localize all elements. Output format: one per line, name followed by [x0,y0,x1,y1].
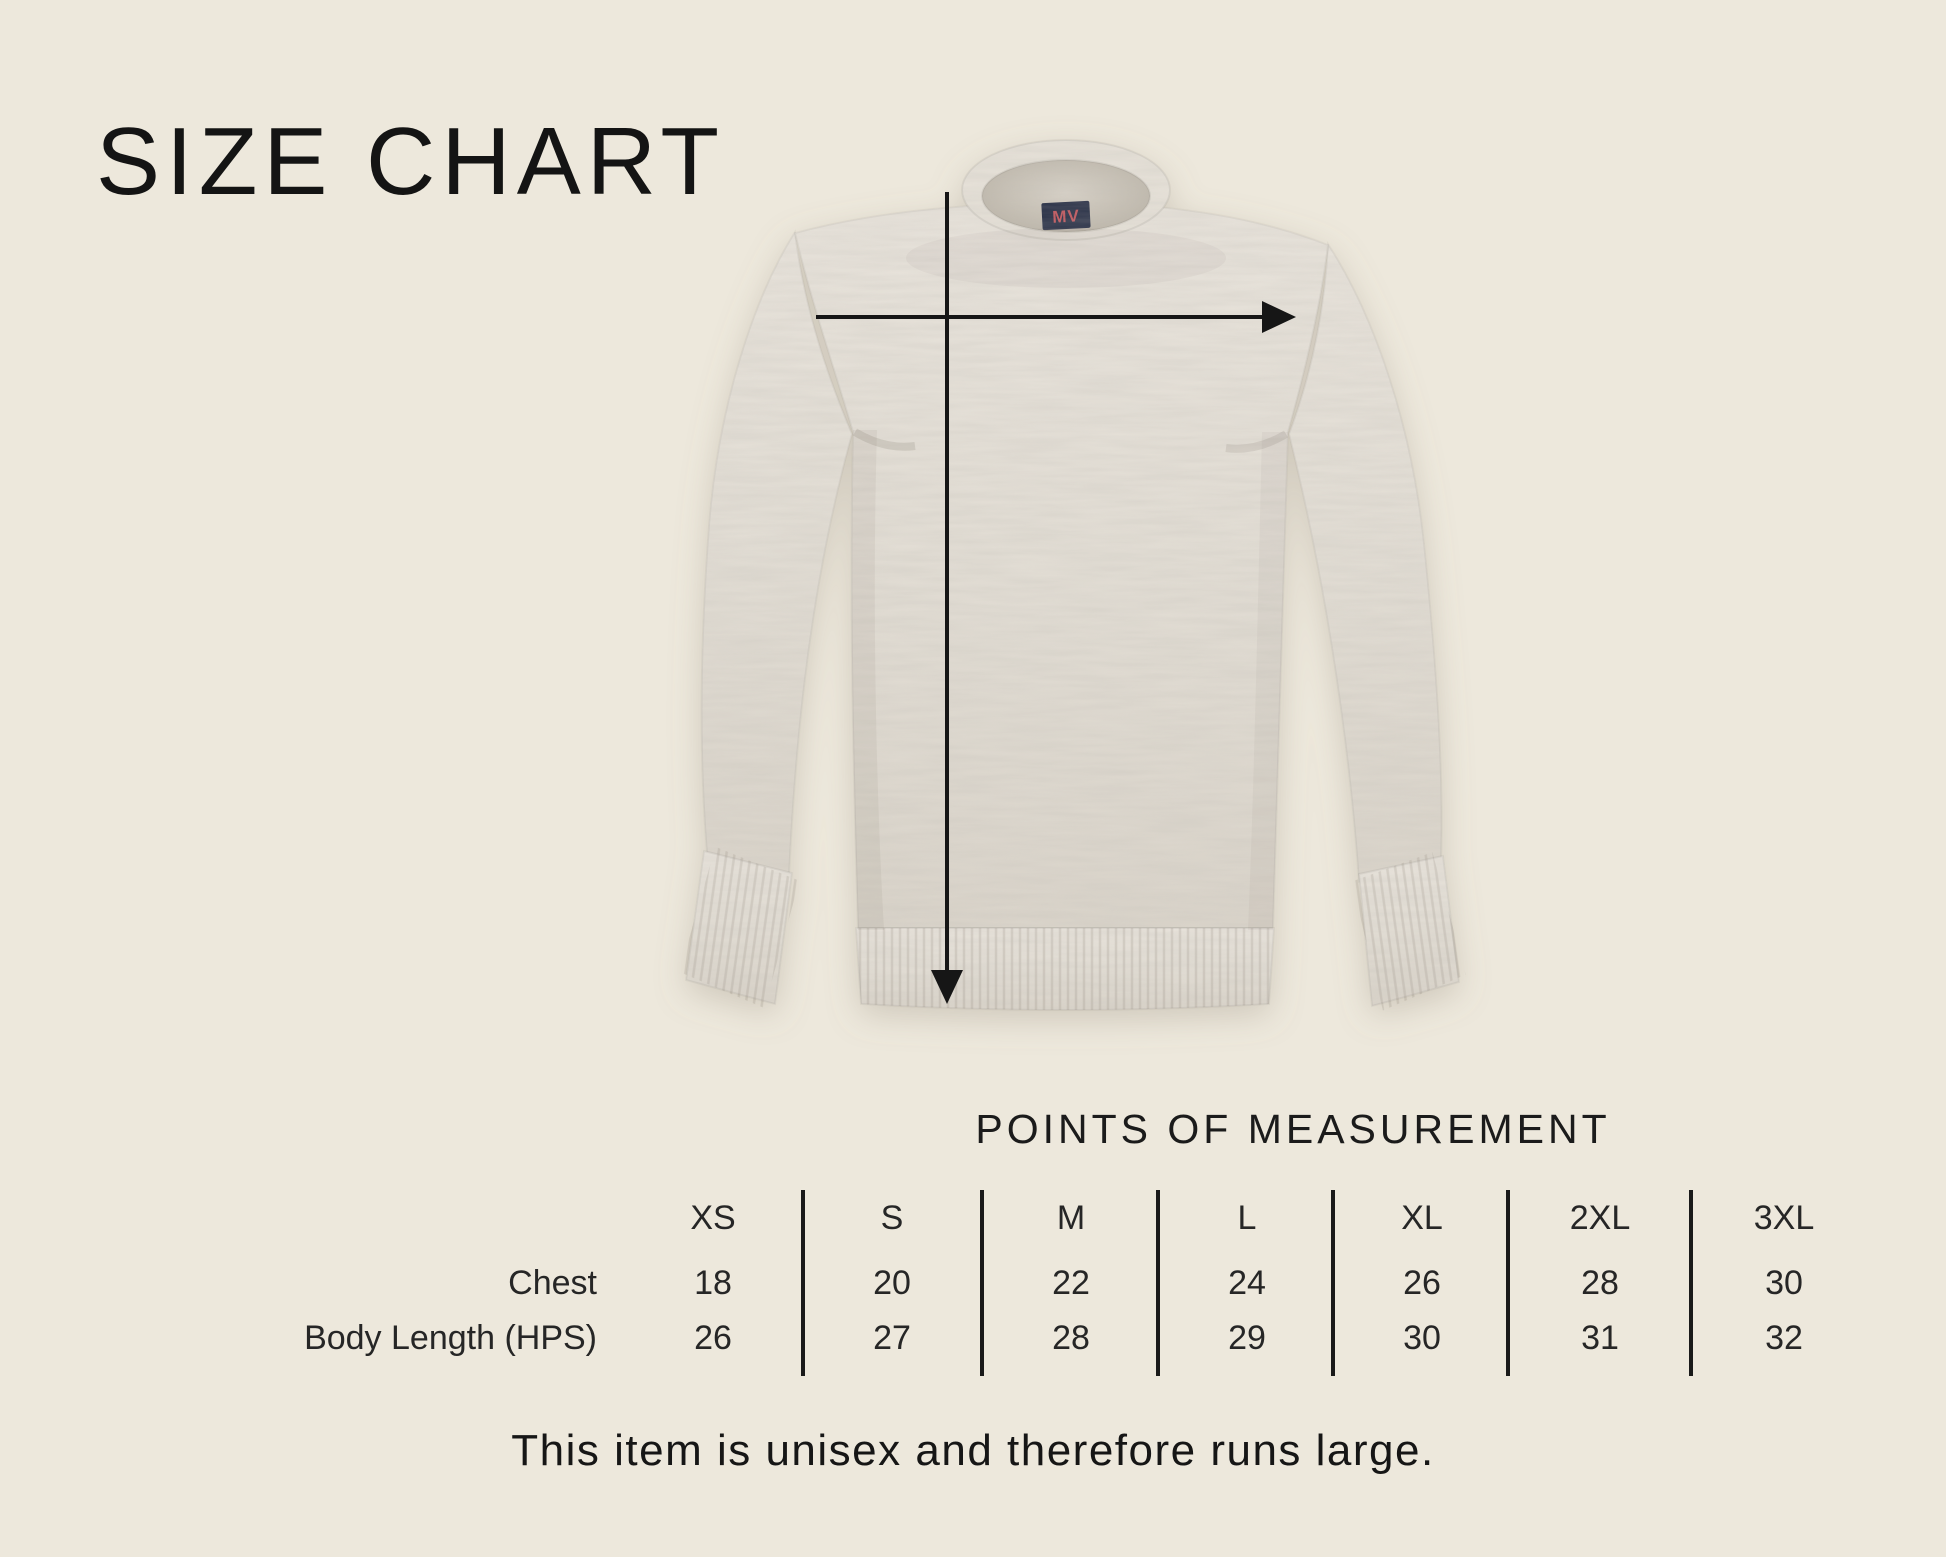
size-value: 26 [1403,1264,1441,1302]
size-value: 30 [1403,1319,1441,1357]
size-value: 26 [694,1319,732,1357]
size-column-header: XS [690,1199,736,1237]
footnote: This item is unisex and therefore runs l… [511,1426,1435,1475]
size-column-header: 3XL [1753,1199,1815,1237]
size-value: 31 [1581,1319,1619,1357]
table-column-divider [1689,1190,1693,1376]
size-value: 30 [1765,1264,1803,1302]
fabric-texture [686,140,1459,1010]
chest-width-arrow [816,301,1296,333]
page-title: SIZE CHART [96,108,725,215]
size-value: 29 [1228,1319,1266,1357]
size-value: 18 [694,1264,732,1302]
size-column-header: XL [1401,1199,1443,1237]
size-value: 20 [873,1264,911,1302]
row-label-body-length: Body Length (HPS) [304,1319,597,1357]
size-value: 22 [1052,1264,1090,1302]
size-value: 28 [1052,1319,1090,1357]
table-column-divider [801,1190,805,1376]
body-length-arrow [931,192,963,1004]
size-value: 27 [873,1319,911,1357]
size-column-header: L [1237,1199,1257,1237]
row-label-chest: Chest [508,1264,597,1302]
size-column-header: 2XL [1569,1199,1631,1237]
size-value: 28 [1581,1264,1619,1302]
points-of-measurement-heading: POINTS OF MEASUREMENT [975,1106,1611,1152]
size-value: 24 [1228,1264,1266,1302]
size-column-header: S [880,1199,904,1237]
measurement-arrows [816,192,1296,1004]
size-column-header: M [1056,1199,1086,1237]
table-column-divider [1506,1190,1510,1376]
table-column-divider [980,1190,984,1376]
table-column-divider [1156,1190,1160,1376]
size-value: 32 [1765,1319,1803,1357]
table-column-divider [1331,1190,1335,1376]
